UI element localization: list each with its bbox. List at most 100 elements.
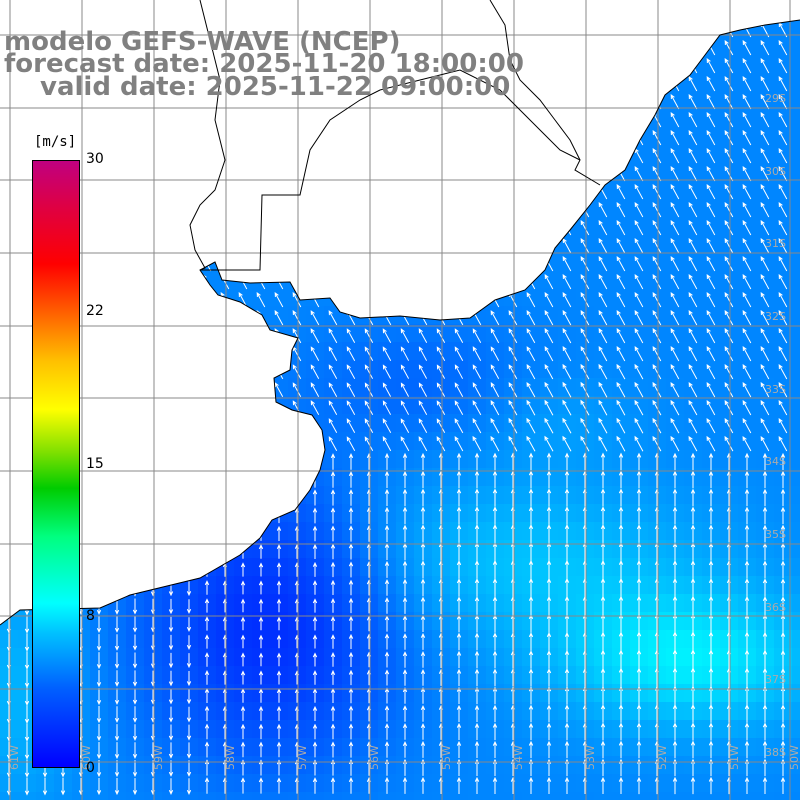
wind-arrow [330,453,336,470]
wind-arrow [670,219,680,236]
wind-arrow [690,776,696,795]
wind-arrow [384,579,390,596]
wind-arrow [670,255,680,272]
wind-arrow [132,760,138,778]
wind-arrow [544,291,554,308]
wind-arrow [634,183,644,200]
wind-arrow [708,722,714,741]
wind-arrow [526,328,536,344]
wind-arrow [600,776,606,794]
wind-arrow [204,705,210,722]
wind-arrow [436,418,446,434]
wind-arrow [562,327,572,344]
wind-arrow [636,452,642,471]
wind-arrow [636,506,642,525]
wind-arrow [780,722,786,741]
wind-arrow [670,237,680,254]
wind-arrow [492,452,498,471]
wind-arrow [492,578,498,597]
wind-arrow [490,399,500,416]
wind-arrow [762,524,768,543]
wind-arrow [742,111,752,128]
wind-arrow [348,525,354,542]
wind-arrow [492,524,498,543]
wind-arrow [328,310,338,326]
wind-arrow [402,470,408,488]
wind-arrow [562,345,572,362]
wind-arrow [544,327,554,344]
wind-arrow [780,524,786,543]
wind-arrow [706,237,716,254]
lon-label: 52W [656,745,669,770]
wind-arrow [708,524,714,543]
wind-arrow [780,506,786,525]
wind-arrow [618,722,624,741]
wind-arrow [634,327,644,344]
wind-arrow [276,562,282,577]
wind-arrow [132,634,138,651]
wind-arrow [528,559,534,579]
wind-arrow [420,776,426,794]
wind-arrow [420,524,426,543]
wind-arrow [258,777,264,794]
wind-arrow [402,687,408,704]
wind-arrow [760,39,770,56]
wind-arrow [778,93,788,110]
wind-arrow [328,436,338,452]
wind-arrow [778,165,788,182]
wind-arrow [688,255,698,272]
wind-arrow [186,617,192,632]
wind-arrow [132,706,138,723]
wind-arrow [526,417,536,434]
wind-arrow [670,273,680,290]
wind-arrow [670,201,680,218]
wind-arrow [492,740,498,758]
wind-arrow [348,723,354,740]
wind-arrow [276,705,282,721]
wind-arrow [330,579,336,595]
wind-arrow [240,705,246,721]
wind-arrow [454,364,464,379]
wind-arrow [384,723,390,740]
longitude-labels: 61W 60W 59W 58W 57W 56W 55W 54W 53W 52W 51W 50W [8,745,800,770]
wind-arrow [508,381,518,398]
wind-arrow [382,328,392,344]
wind-arrow [364,400,374,415]
lon-label: 57W [296,745,309,770]
wind-arrow [546,740,552,759]
wind-arrow [114,670,120,687]
wind-arrow [672,631,678,652]
wind-arrow [474,542,480,561]
wind-arrow [670,309,680,326]
wind-arrow [456,668,462,687]
wind-arrow [724,399,734,416]
wind-arrow [382,364,392,379]
wind-arrow [420,488,426,507]
wind-arrow [474,524,480,543]
wind-arrow [420,669,426,686]
wind-arrow [580,417,590,434]
wind-arrow [492,704,498,723]
wind-arrow [292,328,302,344]
wind-arrow [474,722,480,740]
wind-arrow [348,561,354,578]
wind-arrow [744,740,750,759]
wind-arrow [546,704,552,723]
wind-arrow [492,596,498,615]
wind-arrow [762,667,768,688]
wind-arrow [420,452,426,470]
wind-arrow [528,722,534,741]
wind-arrow [672,577,678,597]
wind-arrow [382,418,392,434]
wind-arrow [600,722,606,741]
wind-arrow [204,598,210,613]
wind-arrow [456,506,462,525]
wind-arrow [600,704,606,723]
wind-arrow [634,381,644,398]
wind-arrow [778,255,788,272]
wind-arrow [472,400,482,416]
wind-arrow [724,147,734,164]
wind-arrow [652,147,662,164]
wind-arrow [546,541,552,561]
wind-arrow [598,435,608,452]
